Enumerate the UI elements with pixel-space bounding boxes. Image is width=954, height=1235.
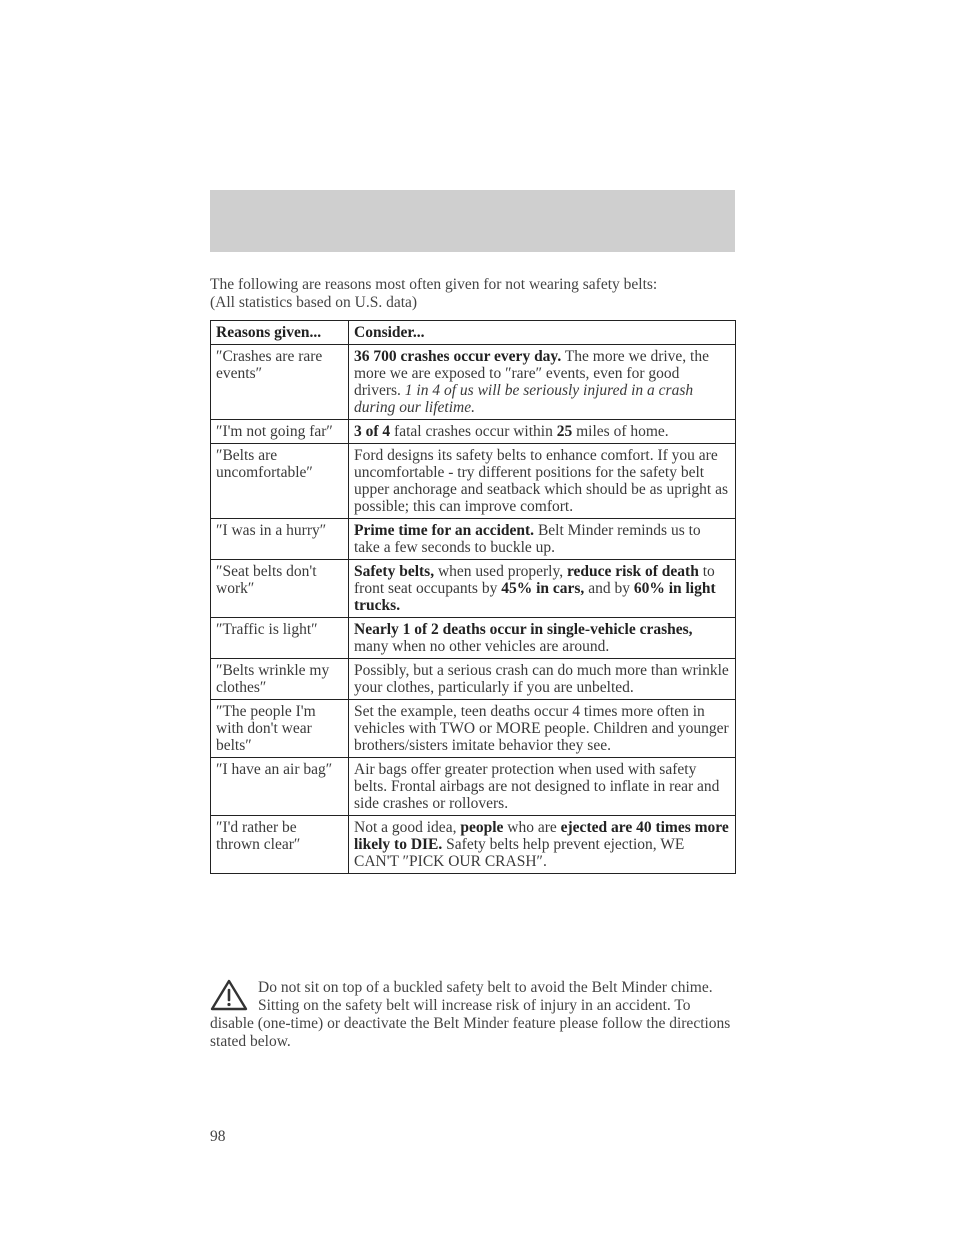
table-row: ″Crashes are rare events″36 700 crashes …	[211, 345, 736, 420]
consider-cell: Not a good idea, people who are ejected …	[349, 816, 736, 874]
text-segment: 1 in 4 of us will be seriously injured i…	[354, 382, 693, 416]
table-row: ″Traffic is light″ Nearly 1 of 2 deaths o…	[211, 618, 736, 659]
text-segment: Possibly, but a serious crash can do muc…	[354, 662, 729, 696]
header-reasons: Reasons given...	[211, 321, 349, 345]
table-row: ″The people I'm with don't wear belts″Se…	[211, 700, 736, 758]
reason-cell: ″I have an air bag″	[211, 758, 349, 816]
consider-cell: Ford designs its safety belts to enhance…	[349, 444, 736, 519]
consider-cell: Prime time for an accident. Belt Minder …	[349, 519, 736, 560]
intro-line-2: (All statistics based on U.S. data)	[210, 294, 417, 311]
text-segment: 25	[557, 423, 573, 440]
text-segment: Nearly 1 of 2 deaths occur in single-veh…	[354, 621, 693, 638]
consider-cell: Nearly 1 of 2 deaths occur in single-veh…	[349, 618, 736, 659]
consider-cell: Safety belts, when used properly, reduce…	[349, 560, 736, 618]
header-consider: Consider...	[349, 321, 736, 345]
reason-cell: ″Crashes are rare events″	[211, 345, 349, 420]
header-gray-band	[210, 190, 735, 252]
table-header-row: Reasons given... Consider...	[211, 321, 736, 345]
consider-cell: Set the example, teen deaths occur 4 tim…	[349, 700, 736, 758]
reason-cell: ″Belts are uncomfortable″	[211, 444, 349, 519]
text-segment: Air bags offer greater protection when u…	[354, 761, 719, 812]
text-segment: when used properly,	[434, 563, 567, 580]
table-row: ″Belts are uncomfortable″Ford designs it…	[211, 444, 736, 519]
text-segment: who are	[503, 819, 560, 836]
table-row: ″I was in a hurry″Prime time for an acci…	[211, 519, 736, 560]
document-page: The following are reasons most often giv…	[0, 0, 954, 1235]
consider-cell: Possibly, but a serious crash can do muc…	[349, 659, 736, 700]
reason-cell: ″Traffic is light″	[211, 618, 349, 659]
table-row: ″I have an air bag″Air bags offer greate…	[211, 758, 736, 816]
page-number: 98	[210, 1128, 226, 1146]
reason-cell: ″Seat belts don't work″	[211, 560, 349, 618]
text-segment: fatal crashes occur within	[390, 423, 557, 440]
text-segment: reduce risk of death	[567, 563, 699, 580]
reason-cell: ″The people I'm with don't wear belts″	[211, 700, 349, 758]
text-segment: Set the example, teen deaths occur 4 tim…	[354, 703, 729, 754]
text-segment: Prime time for an accident.	[354, 522, 534, 539]
consider-cell: 36 700 crashes occur every day. The more…	[349, 345, 736, 420]
warning-block: Do not sit on top of a buckled safety be…	[210, 979, 735, 1051]
text-segment: 3 of 4	[354, 423, 390, 440]
consider-cell: 3 of 4 fatal crashes occur within 25 mil…	[349, 420, 736, 444]
reasons-table: Reasons given... Consider... ″Crashes ar…	[210, 320, 736, 874]
reason-cell: ″Belts wrinkle my clothes″	[211, 659, 349, 700]
text-segment: 45% in cars,	[501, 580, 584, 597]
intro-paragraph: The following are reasons most often giv…	[210, 276, 735, 312]
table-row: ″Seat belts don't work″Safety belts, whe…	[211, 560, 736, 618]
intro-line-1: The following are reasons most often giv…	[210, 276, 657, 293]
reason-cell: ″I'm not going far″	[211, 420, 349, 444]
reason-cell: ″I'd rather be thrown clear″	[211, 816, 349, 874]
text-segment: Ford designs its safety belts to enhance…	[354, 447, 728, 515]
consider-cell: Air bags offer greater protection when u…	[349, 758, 736, 816]
table-row: ″I'd rather be thrown clear″Not a good i…	[211, 816, 736, 874]
table-row: ″Belts wrinkle my clothes″Possibly, but …	[211, 659, 736, 700]
reason-cell: ″I was in a hurry″	[211, 519, 349, 560]
text-segment: miles of home.	[572, 423, 668, 440]
warning-text: Do not sit on top of a buckled safety be…	[210, 979, 730, 1050]
text-segment: and by	[584, 580, 634, 597]
text-segment: many when no other vehicles are around.	[354, 638, 609, 655]
table-row: ″I'm not going far″3 of 4 fatal crashes …	[211, 420, 736, 444]
warning-triangle-icon	[210, 979, 258, 1015]
text-segment: Safety belts,	[354, 563, 434, 580]
text-segment: 36 700 crashes occur every day.	[354, 348, 561, 365]
text-segment: Not a good idea,	[354, 819, 460, 836]
text-segment: people	[460, 819, 503, 836]
